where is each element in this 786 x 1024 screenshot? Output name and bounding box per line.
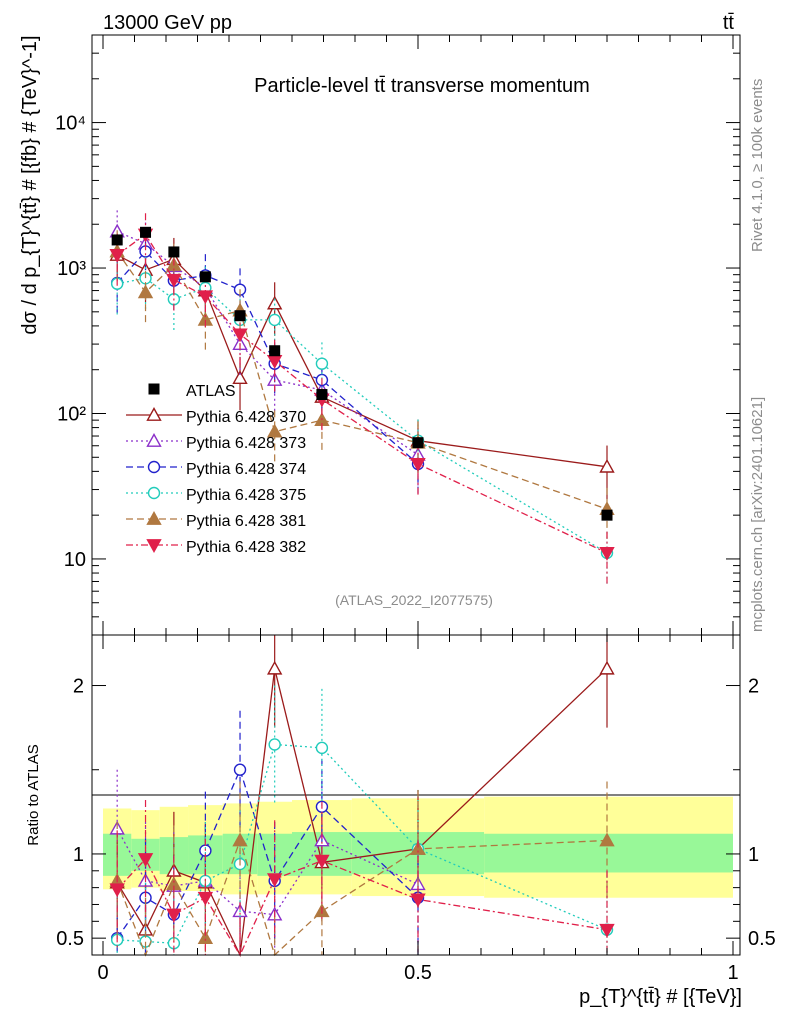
ratio-series-point-4 [410, 840, 426, 855]
legend-marker-3 [147, 486, 161, 500]
ratio-x-tick-label: 1 [727, 962, 738, 984]
main-chart-title: Particle-level tt̄ transverse momentum [254, 75, 590, 97]
ratio-axis-ticks: 0.5 0.5 1 1 2 2 0 0.5 1 [56, 635, 776, 984]
ratio-y-tick-label-left: 2 [73, 676, 84, 698]
atlas-data-point [140, 226, 152, 238]
main-axis-ticks: 10 10² 10³ 10⁴ [55, 34, 740, 636]
ratio-panel: 0.5 0.5 1 1 2 2 0 0.5 1 Ratio to ATLAS p_{T}^{tt… [25, 634, 776, 1008]
atlas-data-point [316, 389, 328, 401]
legend-label-4: Pythia 6.428 381 [186, 513, 306, 530]
legend-label-atlas: ATLAS [186, 383, 236, 400]
ratio-series-point-5 [599, 923, 615, 938]
ratio-series-point-4 [197, 930, 214, 945]
ratio-series-point-2 [233, 763, 247, 776]
ratio-series-point-3 [268, 738, 281, 751]
main-y-tick-label: 10³ [57, 258, 86, 280]
main-y-tick-label: 10⁴ [55, 113, 86, 135]
main-series-point-4 [266, 423, 283, 438]
process-label: tt̄ [723, 12, 735, 34]
main-y-tick-label: 10² [57, 403, 86, 425]
ratio-y-tick-label-left: 0.5 [56, 928, 84, 950]
main-y-tick-label: 10 [64, 549, 86, 571]
ratio-series-point-0 [266, 660, 283, 675]
main-series-group [109, 210, 615, 586]
rivet-version-label: Rivet 4.1.0, ≥ 100k events [749, 79, 766, 252]
ratio-series-point-5 [166, 908, 182, 923]
legend-label-3: Pythia 6.428 375 [186, 487, 306, 504]
main-panel: 10 10² 10³ 10⁴ Particle-level tt̄ transvers… [19, 34, 741, 636]
legend-marker-5 [146, 539, 162, 553]
analysis-tag: (ATLAS_2022_I2077575) [335, 592, 493, 608]
main-series-point-3 [268, 313, 281, 327]
ratio-x-tick-label: 0.5 [404, 962, 432, 984]
ratio-series-point-5 [266, 873, 283, 888]
main-series-point-5 [109, 249, 125, 263]
atlas-data-point [234, 310, 246, 322]
ratio-plot-frame [91, 634, 741, 956]
atlas-data-point [601, 509, 613, 521]
ratio-series-point-4 [232, 832, 248, 847]
atlas-data-point [111, 234, 123, 246]
legend-marker-0 [146, 407, 162, 421]
main-series-point-0 [232, 370, 248, 385]
ratio-y-tick-label-right: 2 [748, 676, 759, 698]
ratio-y-tick-label-right: 0.5 [748, 928, 776, 950]
ratio-series-point-5 [197, 891, 214, 906]
main-series-line-2 [116, 250, 419, 465]
main-series-point-4 [137, 284, 154, 299]
ratio-series-point-5 [137, 853, 154, 867]
ratio-y-axis-label: Ratio to ATLAS [25, 744, 42, 845]
legend-label-0: Pythia 6.428 370 [186, 409, 306, 426]
x-axis-label: p_{T}^{tt̄} # [{TeV}] [579, 986, 742, 1008]
mcplots-label: mcplots.cern.ch [arXiv:2401.10621] [749, 397, 766, 632]
atlas-data-point [269, 345, 281, 357]
main-series-point-0 [599, 458, 615, 473]
ratio-series-point-3 [315, 741, 329, 755]
atlas-data-point [168, 246, 180, 258]
main-series-line-3 [117, 277, 608, 554]
main-series-point-3 [315, 357, 329, 370]
ratio-y-tick-label-right: 1 [748, 844, 759, 866]
atlas-data-point [412, 437, 424, 449]
ratio-series-line-2 [116, 767, 419, 939]
ratio-series-point-4 [599, 832, 615, 847]
atlas-data-point [199, 271, 211, 283]
ratio-y-tick-label-left: 1 [73, 844, 84, 866]
main-series-point-5 [232, 328, 248, 343]
legend-marker-atlas [148, 383, 160, 395]
main-series-point-5 [197, 290, 214, 305]
main-y-axis-label: dσ / d p_{T}^{tt̄} # [{fb} # {TeV}^-1] [19, 35, 41, 334]
energy-label: 13000 GeV pp [103, 12, 232, 34]
legend-marker-4 [146, 511, 162, 525]
legend: ATLAS Pythia 6.428 370 Pythia 6.428 373 Pyt… [126, 383, 306, 556]
ratio-series-point-0 [599, 660, 615, 675]
ratio-series-point-5 [410, 893, 426, 908]
ratio-x-tick-label: 0 [97, 962, 108, 984]
legend-label-1: Pythia 6.428 373 [186, 435, 306, 452]
main-series-point-5 [410, 458, 426, 472]
ratio-series-point-5 [109, 883, 125, 898]
ratio-series-point-5 [314, 854, 330, 869]
legend-label-2: Pythia 6.428 374 [186, 461, 306, 478]
main-series-point-5 [166, 273, 182, 288]
main-series-point-5 [599, 547, 615, 561]
legend-label-5: Pythia 6.428 382 [186, 539, 306, 556]
legend-marker-1 [146, 433, 162, 447]
legend-marker-2 [147, 460, 161, 474]
